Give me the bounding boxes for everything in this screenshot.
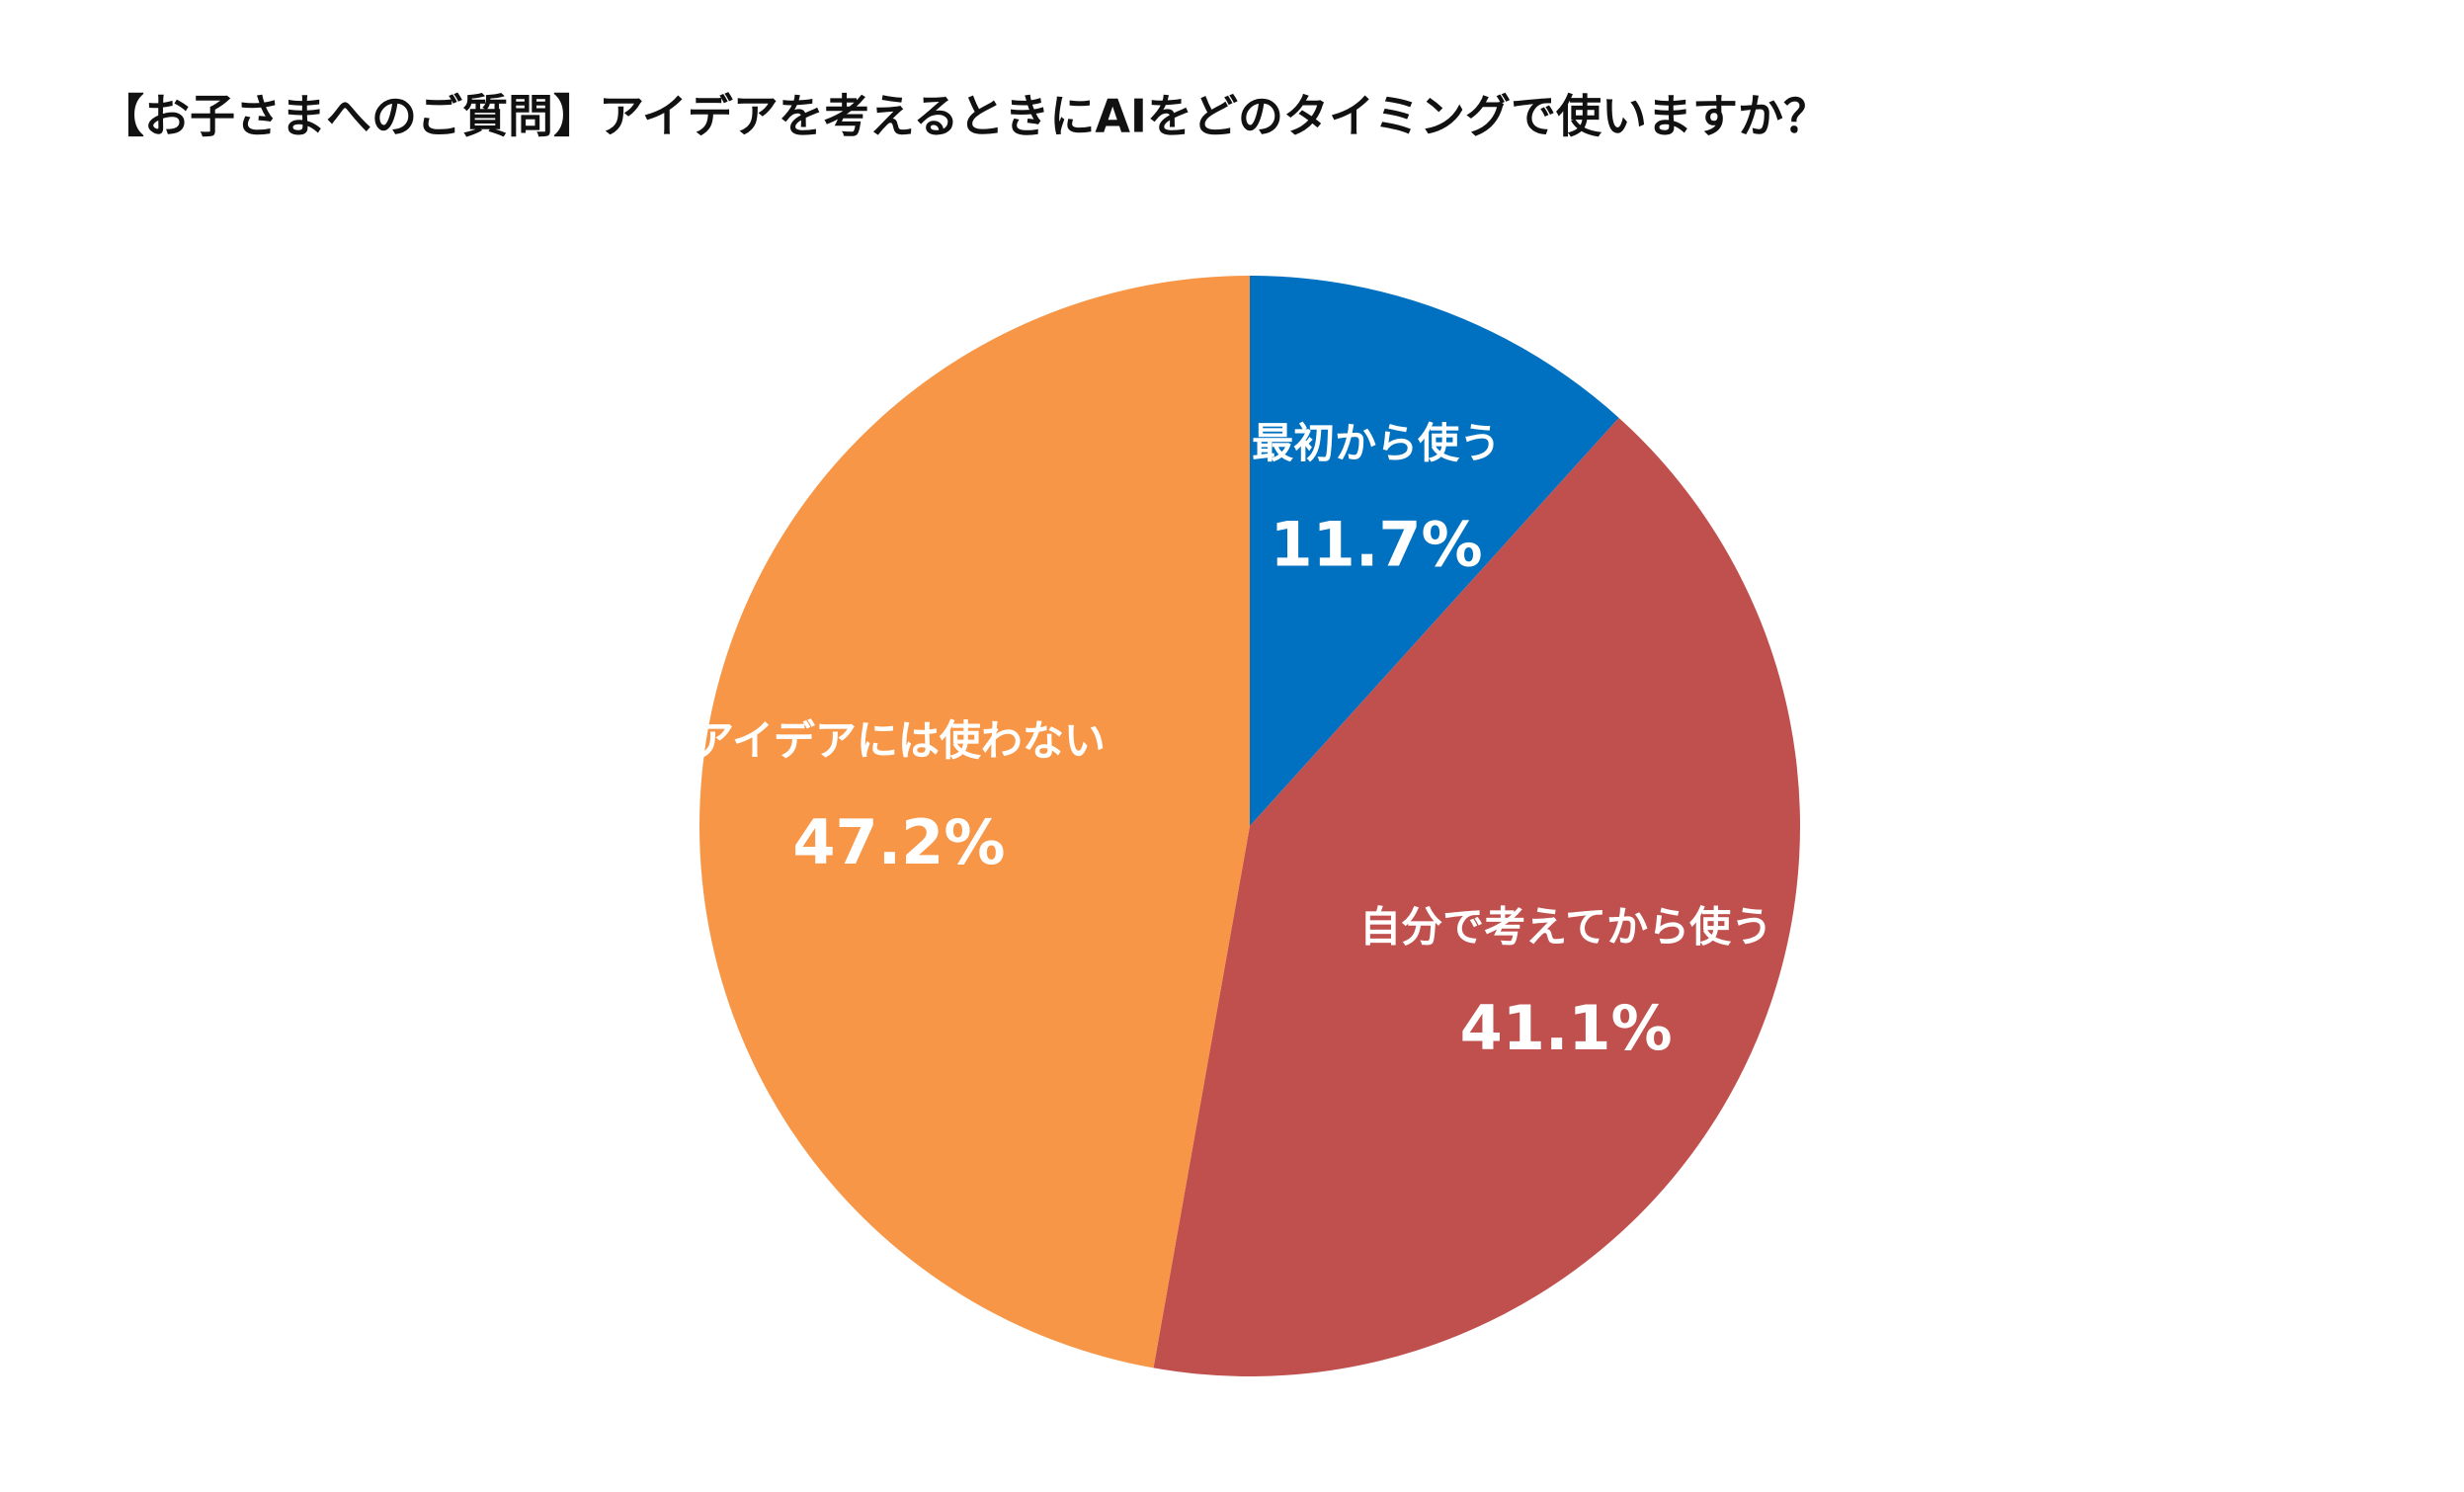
slice-label: アイデアには使わない [693,716,1106,765]
slice-label: 自分で考えてから使う [1359,902,1772,951]
pie-slice [1153,417,1801,1376]
slice-label: 最初から使う [1252,419,1501,467]
chart-title: 【お子さまへのご質問】アイデアを考えるときにAIをどのタイミングで使いますか？ [99,90,1829,143]
value-label: 41.1% [1460,992,1673,1064]
pie-slice [1250,276,1619,826]
value-label: 11.7% [1271,508,1483,580]
pie-slice [698,276,1250,1368]
value-label: 47.2% [792,806,1005,878]
